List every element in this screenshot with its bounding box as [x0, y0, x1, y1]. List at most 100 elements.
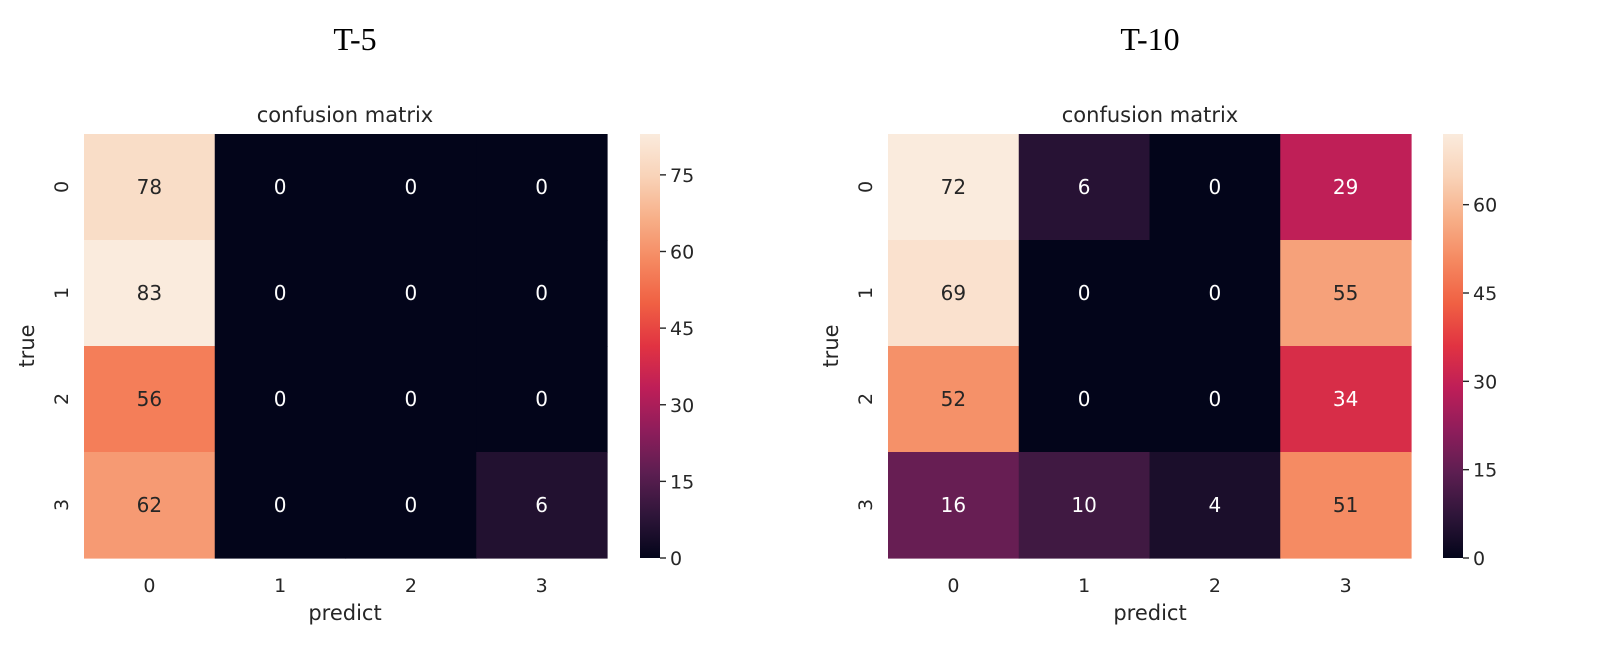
colorbar-tick-label-4: 60: [670, 241, 694, 263]
panel-label: T-5: [333, 21, 376, 57]
cell-value-r3-c2: 0: [405, 493, 418, 517]
heatmap-cell-r0-c1: [1018, 134, 1151, 241]
colorbar-tick-label-1: 15: [670, 471, 694, 493]
x-tick-label-3: 3: [536, 575, 548, 597]
heatmap-cell-r2-c3: [476, 346, 608, 453]
heatmap-cell-r3-c2: [345, 452, 477, 559]
y-tick-label-1: 1: [855, 287, 877, 299]
cell-value-r0-c1: 6: [1078, 175, 1091, 199]
heatmap-cell-r1-c1: [214, 240, 347, 347]
heatmap-cell-r3-c3: [476, 452, 608, 559]
chart-title: confusion matrix: [257, 103, 433, 127]
heatmap-cell-r3-c0: [84, 452, 216, 559]
cell-value-r3-c0: 62: [137, 493, 162, 517]
cell-value-r3-c1: 0: [274, 493, 287, 517]
colorbar-gradient: [640, 134, 660, 558]
heatmap-cell-r3-c1: [1018, 452, 1151, 559]
y-tick-label-3: 3: [51, 499, 73, 511]
cell-value-r3-c3: 51: [1333, 493, 1358, 517]
cell-value-r2-c1: 0: [274, 387, 287, 411]
cell-value-r3-c2: 4: [1209, 493, 1222, 517]
heatmap-cell-r2-c0: [888, 346, 1020, 453]
y-tick-labels: 0 1 2 3: [51, 181, 73, 511]
cell-value-r1-c1: 0: [274, 281, 287, 305]
cell-value-r1-c3: 0: [535, 281, 548, 305]
x-tick-label-0: 0: [143, 575, 155, 597]
cell-value-r3-c0: 16: [941, 493, 966, 517]
x-tick-label-2: 2: [1209, 575, 1221, 597]
cell-value-r2-c3: 0: [535, 387, 548, 411]
heatmap-cell-r3-c3: [1280, 452, 1412, 559]
cell-value-r2-c2: 0: [405, 387, 418, 411]
cell-value-r0-c0: 78: [137, 175, 162, 199]
heatmap-cell-r0-c2: [345, 134, 477, 241]
colorbar-tick-label-1: 15: [1473, 460, 1497, 482]
chart-title: confusion matrix: [1062, 103, 1238, 127]
x-tick-label-2: 2: [405, 575, 417, 597]
cell-value-r0-c3: 0: [535, 175, 548, 199]
x-tick-labels: 0 1 2 3: [143, 575, 547, 597]
colorbar-tick-label-3: 45: [670, 318, 694, 340]
cell-value-r2-c0: 56: [137, 387, 162, 411]
colorbar-tick-label-0: 0: [1473, 548, 1485, 570]
cell-value-r2-c1: 0: [1078, 387, 1091, 411]
heatmap-cell-r1-c1: [1018, 240, 1151, 347]
x-tick-label-1: 1: [1078, 575, 1090, 597]
panel-t5: T-5 confusion matrix 78 0 0 083 0 0 056 0 0 062 0 0…: [15, 21, 694, 625]
colorbar: 0 15 30 45 60: [1443, 134, 1497, 570]
cell-value-r2-c0: 52: [941, 387, 966, 411]
heatmap-cell-r2-c1: [1018, 346, 1151, 453]
heatmap-cell-r0-c0: [84, 134, 216, 241]
colorbar-gradient: [1443, 134, 1463, 558]
cell-value-r3-c3: 6: [535, 493, 548, 517]
heatmap-cell-r1-c0: [888, 240, 1020, 347]
heatmap-cell-r3-c0: [888, 452, 1020, 559]
cell-value-r1-c0: 69: [941, 281, 966, 305]
heatmap-cell-r2-c1: [214, 346, 347, 453]
colorbar-tick-label-4: 60: [1473, 195, 1497, 217]
x-tick-label-0: 0: [947, 575, 959, 597]
y-tick-label-1: 1: [51, 287, 73, 299]
colorbar-tick-label-2: 30: [1473, 371, 1497, 393]
y-tick-label-0: 0: [51, 181, 73, 193]
y-tick-label-2: 2: [51, 393, 73, 405]
x-tick-label-1: 1: [274, 575, 286, 597]
y-axis-label: true: [819, 324, 843, 367]
cell-value-r1-c0: 83: [137, 281, 162, 305]
colorbar-tick-label-3: 45: [1473, 283, 1497, 305]
colorbar-tick-label-0: 0: [670, 548, 682, 570]
cell-value-r1-c1: 0: [1078, 281, 1091, 305]
heatmap-cell-r1-c3: [476, 240, 608, 347]
panel-label: T-10: [1120, 21, 1179, 57]
cell-value-r0-c1: 0: [274, 175, 287, 199]
heatmap-cell-r2-c2: [345, 346, 477, 453]
heatmap-cell-r1-c0: [84, 240, 216, 347]
heatmap-cell-r0-c3: [1280, 134, 1412, 241]
cell-value-r1-c3: 55: [1333, 281, 1358, 305]
heatmap-cell-r2-c2: [1149, 346, 1281, 453]
heatmap-cell-r0-c1: [214, 134, 347, 241]
y-axis-label: true: [15, 324, 39, 367]
heatmap-cell-r2-c0: [84, 346, 216, 453]
cell-value-r2-c2: 0: [1209, 387, 1222, 411]
heatmap-cell-r3-c2: [1149, 452, 1281, 559]
y-tick-labels: 0 1 2 3: [855, 181, 877, 511]
colorbar: 0 15 30 45 60 75: [640, 134, 694, 570]
x-tick-labels: 0 1 2 3: [947, 575, 1351, 597]
heatmap-cell-r2-c3: [1280, 346, 1412, 453]
x-axis-label: predict: [1113, 601, 1186, 625]
y-tick-label-3: 3: [855, 499, 877, 511]
cell-value-r1-c2: 0: [1209, 281, 1222, 305]
cell-value-r0-c3: 29: [1333, 175, 1358, 199]
cell-value-r0-c2: 0: [1209, 175, 1222, 199]
heatmap-cell-r1-c2: [1149, 240, 1281, 347]
colorbar-tick-label-2: 30: [670, 395, 694, 417]
x-axis-label: predict: [308, 601, 381, 625]
cell-value-r0-c0: 72: [941, 175, 966, 199]
cell-value-r0-c2: 0: [405, 175, 418, 199]
heatmap-cells: 72 6 0 29 69 0 0 55 52 0 0 34 16 10 4 51: [888, 134, 1412, 559]
cell-value-r2-c3: 34: [1333, 387, 1358, 411]
heatmap-cell-r0-c2: [1149, 134, 1281, 241]
